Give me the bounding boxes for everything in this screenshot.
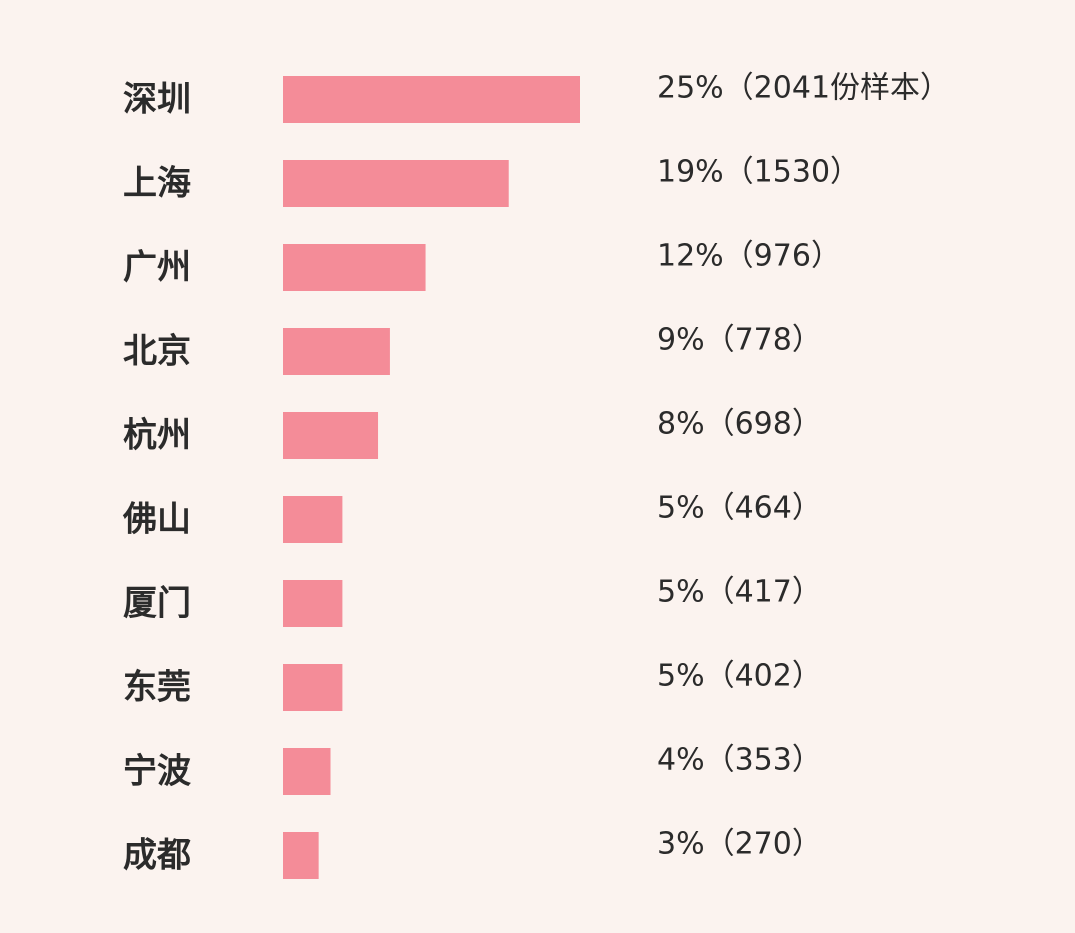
bar-8 — [283, 748, 331, 795]
value-label-8: 4%（353） — [657, 743, 822, 778]
value-label-2: 12%（976） — [657, 239, 841, 274]
labels-layer: 深圳 25%（2041份样本） 上海 19%（1530） 广州 12%（976） 北京 9%（… — [122, 71, 950, 876]
category-label-6: 厦门 — [123, 584, 191, 624]
category-label-8: 宁波 — [123, 752, 191, 792]
category-label-3: 北京 — [123, 332, 191, 372]
value-label-1: 19%（1530） — [657, 155, 860, 190]
bars-layer — [283, 76, 580, 879]
bar-5 — [283, 496, 343, 543]
value-label-7: 5%（402） — [657, 659, 822, 694]
value-label-4: 8%（698） — [657, 407, 822, 442]
value-label-0: 25%（2041份样本） — [657, 71, 950, 106]
category-label-7: 东莞 — [123, 668, 191, 708]
value-label-9: 3%（270） — [657, 827, 822, 862]
category-label-1: 上海 — [123, 164, 191, 204]
category-label-9: 成都 — [123, 836, 191, 876]
bar-7 — [283, 664, 343, 711]
value-label-3: 9%（778） — [657, 323, 822, 358]
bar-6 — [283, 580, 343, 627]
bar-4 — [283, 412, 379, 459]
bar-1 — [283, 160, 509, 207]
bar-0 — [283, 76, 580, 123]
category-label-5: 佛山 — [122, 500, 191, 540]
bar-3 — [283, 328, 390, 375]
value-label-5: 5%（464） — [657, 491, 822, 526]
category-label-2: 广州 — [123, 248, 191, 288]
value-label-6: 5%（417） — [657, 575, 822, 610]
bar-2 — [283, 244, 426, 291]
category-label-0: 深圳 — [123, 80, 191, 120]
bar-9 — [283, 832, 319, 879]
category-label-4: 杭州 — [123, 416, 191, 456]
